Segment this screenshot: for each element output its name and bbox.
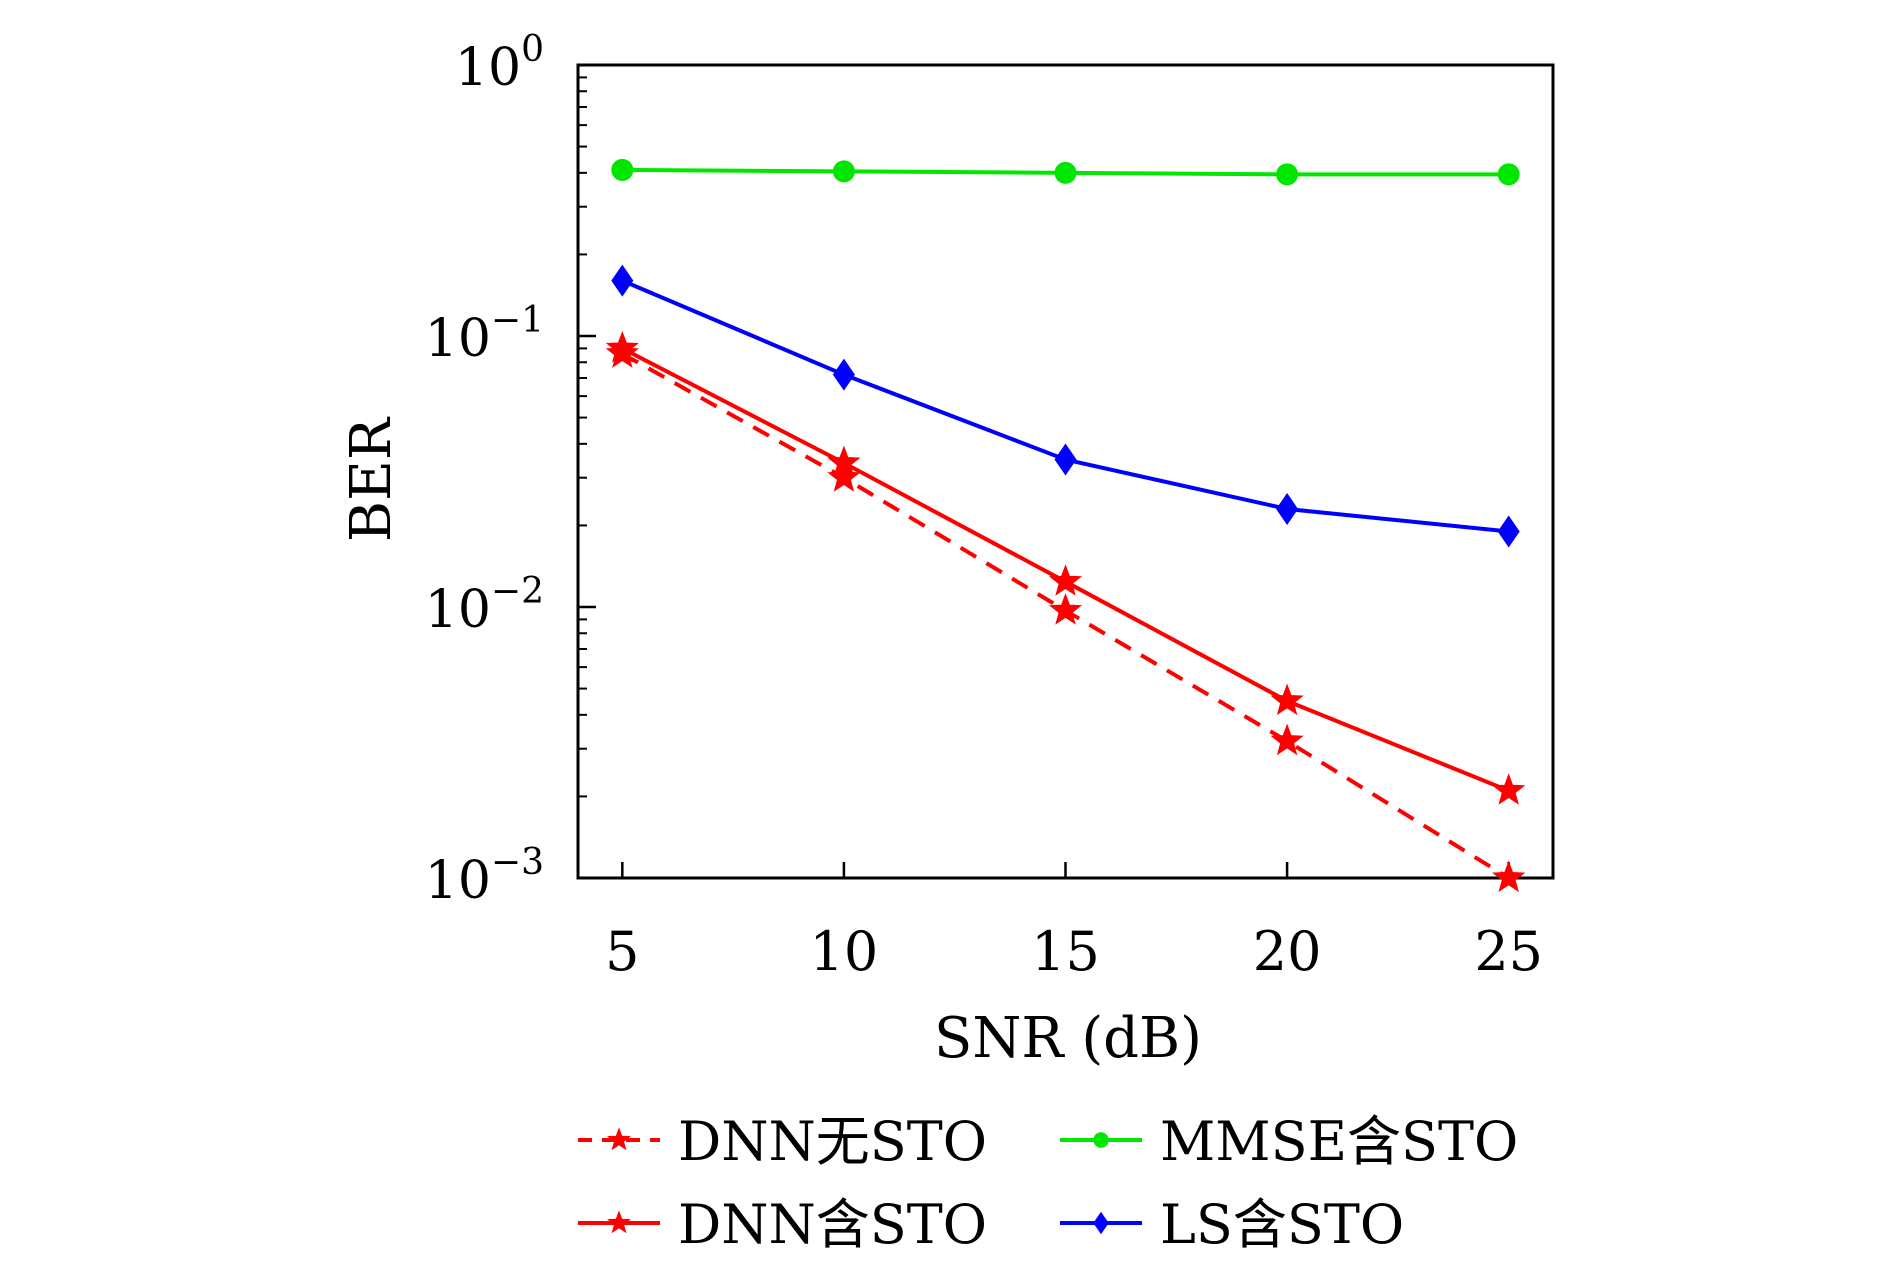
data-point-marker xyxy=(1497,515,1520,548)
legend-marker xyxy=(1093,1211,1109,1235)
series-2 xyxy=(605,330,1526,805)
legend-marker xyxy=(606,1210,632,1234)
series-line xyxy=(621,278,1509,534)
series-3 xyxy=(611,264,1520,548)
y-tick-label: 10−3 xyxy=(425,842,544,911)
legend: DNN无STO MMSE含STO DNN含STO LS含STO xyxy=(578,1110,1518,1256)
legend-marker xyxy=(1093,1132,1109,1148)
legend-label: LS含STO xyxy=(1160,1193,1404,1256)
data-point-marker xyxy=(1276,492,1299,525)
data-point-marker xyxy=(832,358,855,391)
series-0 xyxy=(605,336,1526,893)
x-tick-label: 25 xyxy=(1474,920,1543,983)
y-axis-label: BER xyxy=(339,416,404,542)
data-point-marker xyxy=(611,158,634,181)
data-point-marker xyxy=(832,160,855,183)
legend-item: MMSE含STO xyxy=(1060,1110,1518,1173)
data-point-marker xyxy=(1054,161,1077,184)
legend-label: DNN含STO xyxy=(678,1193,987,1256)
series-1 xyxy=(611,158,1520,186)
legend-item: LS含STO xyxy=(1060,1193,1404,1256)
series-layer xyxy=(605,158,1526,893)
data-point-marker xyxy=(605,330,639,363)
y-tick-label: 10−2 xyxy=(425,571,544,640)
data-point-marker xyxy=(1048,593,1083,625)
legend-label: MMSE含STO xyxy=(1160,1110,1518,1173)
data-point-marker xyxy=(827,460,861,492)
x-tick-label: 20 xyxy=(1253,920,1322,983)
data-point-marker xyxy=(611,264,634,297)
data-point-marker xyxy=(1492,860,1526,893)
legend-label: DNN无STO xyxy=(678,1110,987,1173)
data-point-marker xyxy=(1270,683,1304,716)
x-axis-label: SNR (dB) xyxy=(934,1006,1202,1071)
legend-item: DNN无STO xyxy=(578,1110,987,1173)
x-tick-label: 15 xyxy=(1031,920,1100,983)
data-point-marker xyxy=(1270,723,1304,756)
data-point-marker xyxy=(1048,564,1083,596)
legend-marker xyxy=(606,1127,632,1151)
data-point-marker xyxy=(1492,773,1526,805)
y-tick-label: 100 xyxy=(455,29,544,98)
x-tick-label: 5 xyxy=(605,920,639,983)
x-tick-label: 10 xyxy=(810,920,879,983)
y-tick-label: 10−1 xyxy=(425,300,544,369)
legend-item: DNN含STO xyxy=(578,1193,987,1256)
ticks-layer: 5 10 15 20 25 100 10−1 10−2 10−3 xyxy=(425,29,1543,983)
data-point-marker xyxy=(1054,443,1077,476)
labels-layer: SNR (dB) BER xyxy=(339,416,1202,1071)
data-point-marker xyxy=(1497,163,1520,186)
data-point-marker xyxy=(827,445,861,478)
data-point-marker xyxy=(1276,163,1299,186)
